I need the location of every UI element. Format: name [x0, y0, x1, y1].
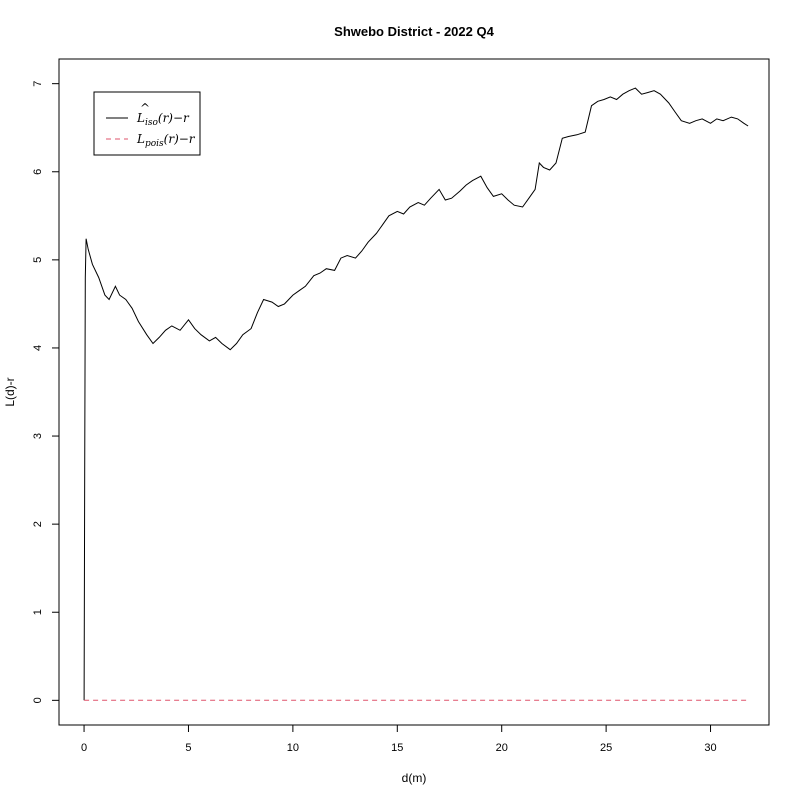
legend-hat-1: ^: [140, 101, 150, 115]
x-tick-label: 0: [81, 742, 87, 754]
x-axis-label: d(m): [402, 771, 427, 785]
y-tick-label: 0: [32, 697, 44, 703]
legend: Liso(r)−r^Lpois(r)−r: [93, 91, 201, 156]
legend-box: [93, 91, 201, 156]
y-tick-label: 3: [32, 433, 44, 439]
y-tick-label: 6: [32, 169, 44, 175]
y-tick-label: 1: [32, 609, 44, 615]
y-tick-label: 5: [32, 257, 44, 263]
x-tick-label: 15: [391, 742, 403, 754]
axes: 0 5 10 15 20 25 30 0 1 2 3 4 5 6 7: [32, 81, 717, 754]
series-line-1: [83, 87, 749, 701]
x-tick-label: 5: [185, 742, 191, 754]
chart-title: Shwebo District - 2022 Q4: [334, 24, 494, 39]
x-tick-label: 30: [704, 742, 716, 754]
plot-area: [83, 87, 749, 701]
plot-box: [58, 58, 770, 726]
y-tick-label: 4: [32, 345, 44, 351]
x-tick-label: 25: [600, 742, 612, 754]
y-tick-label: 2: [32, 521, 44, 527]
y-tick-label: 7: [32, 81, 44, 87]
x-tick-label: 10: [287, 742, 299, 754]
x-tick-label: 20: [496, 742, 508, 754]
y-axis-label: L(d)-r: [3, 377, 17, 406]
